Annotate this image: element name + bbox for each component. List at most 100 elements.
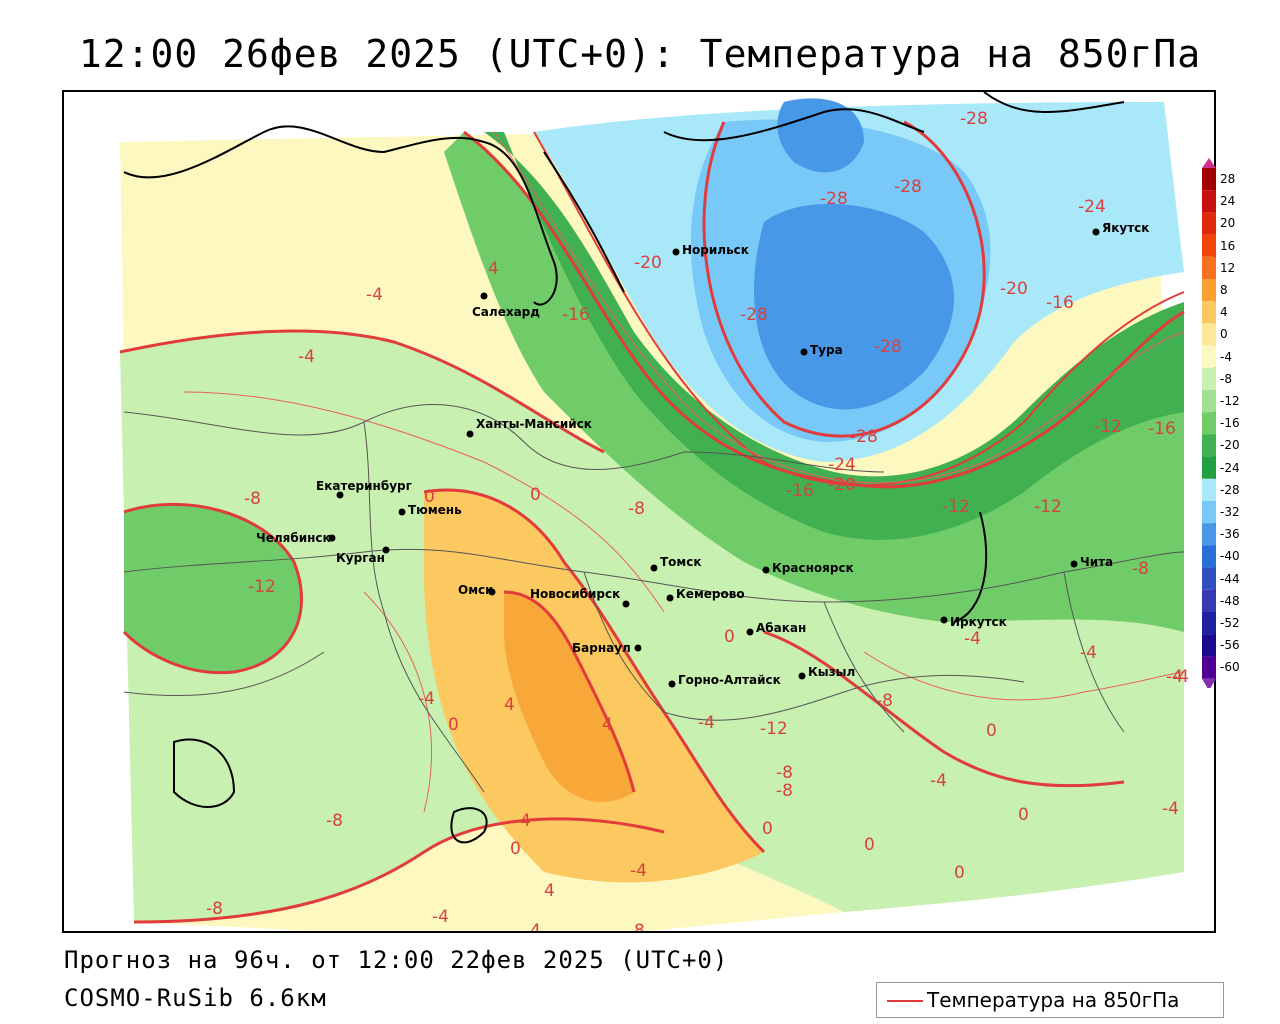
temperature-map: Норильск Якутск Салехард Тура Ханты-Манс… — [62, 90, 1216, 933]
model-info: COSMO-RuSib 6.6км — [64, 984, 327, 1012]
city-kemerovo: Кемерово — [666, 587, 745, 602]
svg-text:-8: -8 — [1132, 559, 1149, 579]
colorbar-cell — [1202, 478, 1216, 501]
city-khanty-mansiysk: Ханты-Мансийск — [466, 417, 592, 438]
svg-text:4: 4 — [488, 259, 499, 279]
svg-text:0: 0 — [724, 627, 735, 647]
city-kurgan: Курган — [336, 546, 390, 565]
svg-text:Ханты-Мансийск: Ханты-Мансийск — [476, 417, 592, 431]
colorbar-cell — [1202, 589, 1216, 612]
colorbar-cell — [1202, 212, 1216, 235]
colorbar-tick-label: -24 — [1220, 460, 1240, 475]
svg-text:-4: -4 — [930, 771, 947, 791]
svg-text:0: 0 — [1018, 805, 1029, 825]
svg-text:Курган: Курган — [336, 551, 385, 565]
colorbar-tick-label: -20 — [1220, 438, 1240, 453]
city-tomsk: Томск — [650, 555, 702, 572]
svg-text:Екатеринбург: Екатеринбург — [316, 479, 412, 493]
svg-text:-20: -20 — [1000, 279, 1028, 299]
svg-text:Салехард: Салехард — [472, 305, 540, 319]
colorbar-cell — [1202, 190, 1216, 213]
svg-text:-28: -28 — [874, 337, 902, 357]
city-tyumen: Тюмень — [398, 503, 462, 517]
svg-text:Чита: Чита — [1080, 555, 1113, 569]
colorbar-tick-label: -60 — [1220, 660, 1240, 675]
svg-text:-4: -4 — [366, 285, 383, 305]
colorbar-cell — [1202, 412, 1216, 435]
svg-text:-16: -16 — [1046, 293, 1074, 313]
svg-text:Омск: Омск — [458, 583, 493, 597]
svg-text:-8: -8 — [776, 781, 793, 801]
city-omsk: Омск — [458, 583, 496, 597]
colorbar-tick-label: -52 — [1220, 616, 1240, 630]
colorbar-cell — [1202, 234, 1216, 257]
colorbar-cell — [1202, 367, 1216, 390]
svg-text:-4: -4 — [1080, 643, 1097, 663]
svg-text:Красноярск: Красноярск — [772, 561, 854, 575]
city-chita: Чита — [1070, 555, 1113, 569]
svg-text:0: 0 — [762, 819, 773, 839]
colorbar-tick-label: 8 — [1220, 283, 1228, 297]
map-canvas: Норильск Якутск Салехард Тура Ханты-Манс… — [119, 92, 1189, 933]
svg-text:4: 4 — [544, 881, 555, 901]
colorbar-cell — [1202, 523, 1216, 546]
city-barnaul: Барнаул — [572, 641, 642, 655]
svg-text:4: 4 — [602, 715, 613, 735]
colorbar-tick-label: -40 — [1220, 549, 1240, 564]
svg-text:-4: -4 — [298, 347, 315, 367]
svg-text:Иркутск: Иркутск — [950, 615, 1007, 629]
svg-text:-12: -12 — [942, 497, 970, 517]
colorbar-tick-label: 24 — [1220, 194, 1236, 209]
isotherm-value-labels: -28 -28 -28 -24 -20 -16 -28 -28 -28 -24 … — [206, 109, 1189, 933]
svg-text:Томск: Томск — [660, 555, 702, 569]
colorbar-cell — [1202, 656, 1216, 679]
legend-line-swatch — [887, 1000, 923, 1002]
colorbar-tick-label: -4 — [1220, 349, 1232, 364]
city-novosibirsk: Новосибирск — [530, 587, 630, 608]
colorbar-svg — [1202, 158, 1216, 691]
svg-text:Кемерово: Кемерово — [676, 587, 745, 601]
colorbar-cell — [1202, 545, 1216, 568]
svg-text:-4: -4 — [418, 689, 435, 709]
svg-text:Челябинск: Челябинск — [256, 531, 331, 545]
colorbar-cell — [1202, 323, 1216, 346]
forecast-info: Прогноз на 96ч. от 12:00 22фев 2025 (UTC… — [64, 946, 729, 974]
svg-text:Барнаул: Барнаул — [572, 641, 631, 655]
coastlines — [123, 92, 1125, 844]
svg-text:Абакан: Абакан — [756, 621, 806, 635]
colorbar-tick-label: -44 — [1220, 571, 1240, 586]
colorbar-cell — [1202, 301, 1216, 324]
colorbar-tick-label: 12 — [1220, 260, 1236, 275]
colorbar-cell — [1202, 612, 1216, 635]
map-legend: Температура на 850гПа — [876, 982, 1224, 1018]
svg-text:0: 0 — [954, 863, 965, 883]
svg-text:-8: -8 — [776, 763, 793, 783]
colorbar-cell — [1202, 634, 1216, 657]
colorbar-bottom-arrow — [1202, 678, 1216, 691]
isotherm-thin-lines — [183, 131, 1185, 813]
svg-text:0: 0 — [448, 715, 459, 735]
svg-text:Тура: Тура — [810, 343, 843, 357]
city-abakan: Абакан — [746, 621, 806, 636]
colorbar-tick-label: -12 — [1220, 394, 1240, 408]
svg-text:-24: -24 — [828, 455, 856, 475]
colorbar-top-arrow — [1202, 158, 1216, 168]
city-yakutsk: Якутск — [1092, 221, 1149, 236]
svg-text:-28: -28 — [740, 305, 768, 325]
legend-label: Температура на 850гПа — [927, 988, 1180, 1012]
zone-minus28 — [754, 203, 954, 410]
svg-text:Горно-Алтайск: Горно-Алтайск — [678, 673, 781, 687]
svg-text:-16: -16 — [1148, 419, 1176, 439]
svg-text:4: 4 — [520, 811, 531, 831]
colorbar-tick-label: 20 — [1220, 216, 1236, 231]
svg-text:-28: -28 — [850, 427, 878, 447]
colorbar-cell — [1202, 345, 1216, 368]
colorbar-tick-label: 16 — [1220, 238, 1236, 253]
temperature-colorbar: 28 24 20 16 12 8 4 0 -4 -8 -12 -16 -20 -24 -28 -32 -36 -4… — [1196, 158, 1276, 691]
svg-text:4: 4 — [530, 921, 541, 933]
city-chelyabinsk: Челябинск — [256, 531, 336, 545]
svg-text:-4: -4 — [698, 713, 715, 733]
svg-text:-4: -4 — [630, 861, 647, 881]
colorbar-tick-label: -36 — [1220, 527, 1240, 542]
colorbar-cell — [1202, 168, 1216, 191]
